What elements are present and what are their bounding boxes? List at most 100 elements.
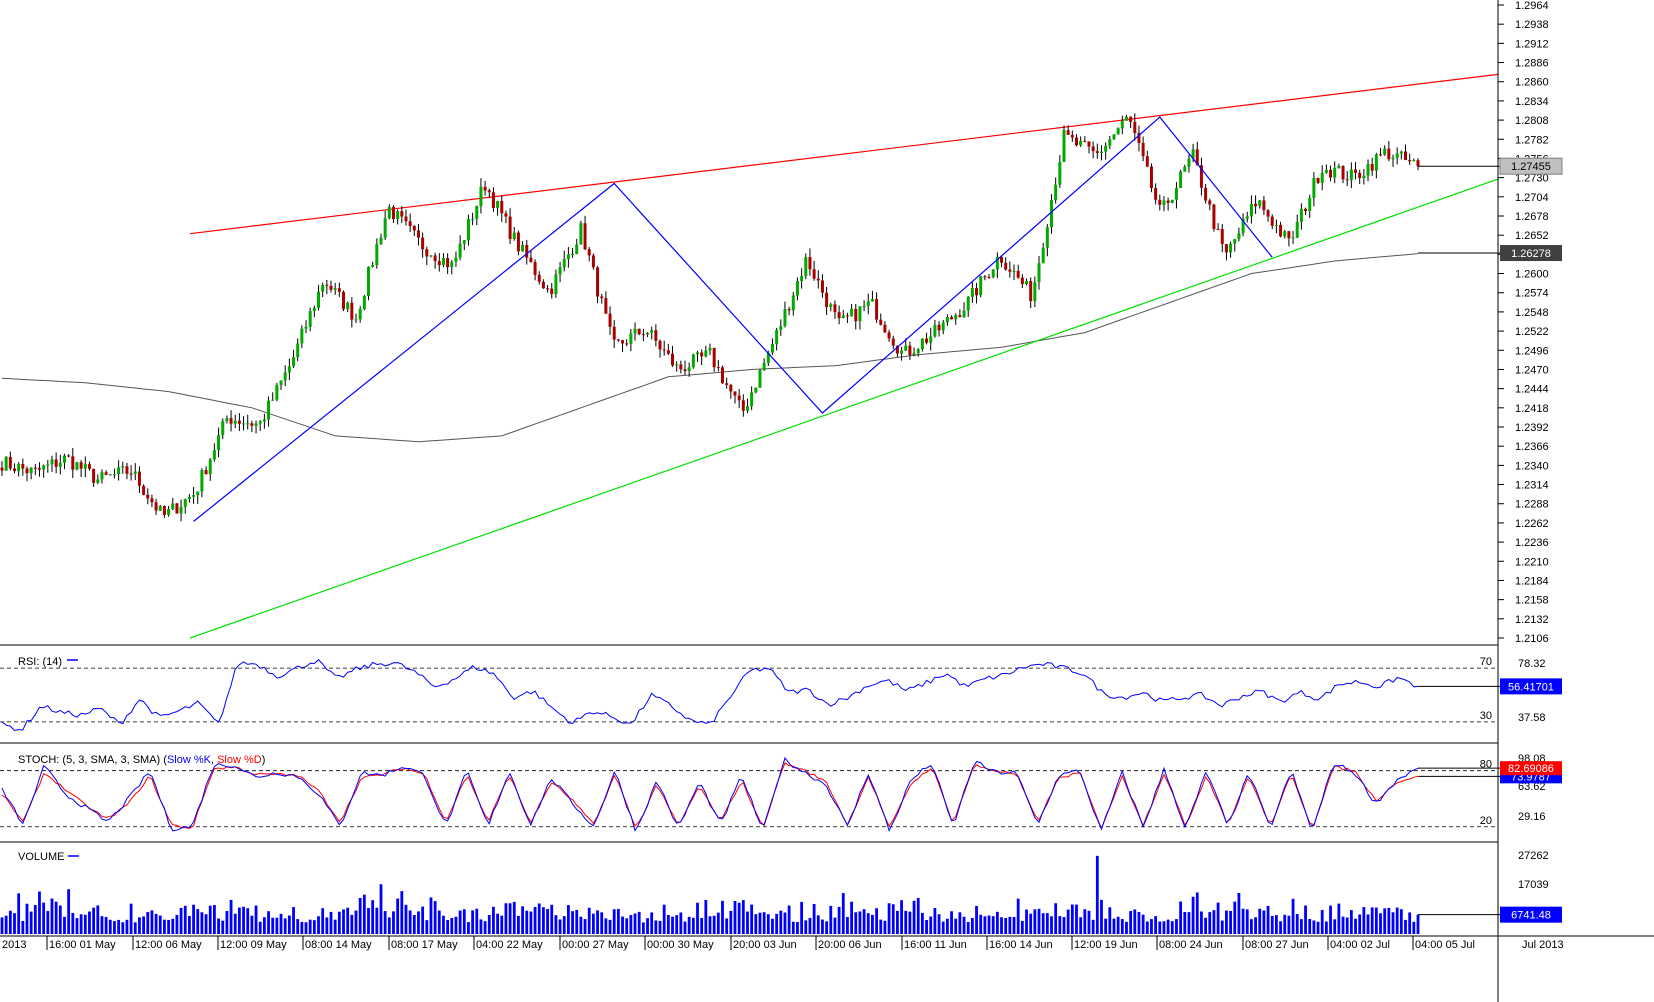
price-tick-label: 1.2678 [1515, 211, 1549, 223]
volume-bar [146, 912, 150, 934]
candle-body [229, 418, 233, 424]
volume-bar [63, 916, 66, 934]
volume-bar [379, 884, 383, 934]
volume-bar [808, 917, 812, 934]
volume-bar [1183, 911, 1187, 934]
candle-body [987, 276, 991, 278]
candle-body [375, 244, 379, 266]
volume-bar [1066, 909, 1070, 934]
volume-bar [1033, 909, 1037, 934]
price-tick-label: 1.2548 [1515, 307, 1549, 319]
volume-bar [83, 914, 87, 934]
volume-bar [333, 919, 337, 934]
candle-body [1162, 200, 1166, 205]
time-tick-label: 08:00 14 May [305, 939, 372, 951]
volume-pane[interactable]: VOLUME 27262 17039 6741.48 [0, 850, 1562, 934]
candle-body [691, 354, 695, 368]
candle-body [0, 467, 4, 471]
volume-bar [875, 908, 878, 934]
candle-body [1224, 244, 1228, 253]
time-tick-label: 12:00 09 May [220, 939, 287, 951]
candle-body [217, 435, 221, 451]
candle-body [1291, 237, 1295, 239]
candle-body [150, 498, 154, 503]
volume-bar [279, 913, 283, 934]
candle-body [1083, 140, 1087, 142]
volume-bar [1125, 921, 1128, 934]
candle-body [33, 467, 37, 469]
candle-body [566, 254, 570, 260]
candle-body [616, 339, 620, 341]
candle-body [1329, 169, 1333, 178]
volume-bar [221, 920, 225, 934]
candle-body [808, 257, 812, 270]
candle-body [371, 265, 375, 267]
volume-bar [492, 906, 495, 934]
volume-bar [1324, 921, 1328, 934]
candle-body [891, 338, 895, 346]
candle-body [1112, 134, 1116, 140]
volume-bar [362, 894, 366, 934]
volume-bar [608, 919, 612, 934]
volume-bar [233, 913, 237, 934]
volume-bar [142, 916, 145, 934]
volume-bar [383, 911, 387, 934]
volume-bar [1045, 913, 1049, 934]
volume-bar [304, 922, 308, 934]
volume-bar [891, 904, 895, 934]
volume-bar [1108, 907, 1112, 934]
stochastic-pane[interactable]: STOCH: (5, 3, SMA, 3, SMA) (Slow %K, Slo… [0, 753, 1562, 832]
price-tick-label: 1.2444 [1515, 384, 1549, 396]
candle-body [725, 383, 729, 385]
volume-bar [425, 920, 429, 934]
candle-body [1104, 145, 1108, 152]
volume-bar [154, 913, 158, 934]
volume-bar [1137, 912, 1141, 934]
volume-bar [129, 903, 133, 934]
volume-bar [171, 918, 175, 934]
volume-bar [175, 914, 179, 934]
stoch-axis-tick-bottom: 29.16 [1518, 811, 1546, 823]
time-tick-label: 00:00 27 May [562, 939, 629, 951]
volume-bar [54, 901, 58, 934]
volume-bar [975, 905, 978, 934]
volume-bar [937, 914, 941, 934]
volume-bar [121, 922, 125, 934]
volume-bar [21, 921, 25, 934]
candle-body [108, 474, 112, 476]
candle-body [167, 508, 171, 515]
volume-bar [1041, 913, 1045, 934]
candle-body [704, 350, 708, 357]
volume-bar [375, 907, 379, 934]
candle-body [437, 261, 441, 266]
volume-bar [346, 907, 350, 934]
volume-bar [662, 904, 666, 934]
volume-bar [92, 907, 96, 934]
candle-body [795, 281, 799, 296]
volume-bar [879, 919, 883, 934]
stoch-title-separator: , [211, 754, 217, 766]
volume-bar [296, 919, 300, 934]
volume-bar [1004, 917, 1008, 934]
candle-body [350, 302, 354, 320]
volume-bar [987, 915, 991, 934]
rsi-pane[interactable]: RSI: (14) 70 30 78.32 37.58 56.41701 [0, 656, 1562, 732]
volume-bar [1220, 920, 1224, 934]
volume-bar [446, 920, 450, 934]
volume-bar [358, 897, 362, 934]
volume-bar [1254, 917, 1257, 934]
price-tick-label: 1.2964 [1515, 0, 1549, 12]
volume-bar [287, 915, 291, 934]
volume-bar [1150, 919, 1153, 934]
volume-bar [700, 917, 704, 934]
candle-body [654, 330, 658, 341]
candle-body [1245, 216, 1249, 219]
volume-bar [1083, 909, 1087, 934]
candle-body [58, 462, 62, 467]
price-tick-label: 1.2158 [1515, 595, 1549, 607]
candle-body [1366, 164, 1370, 176]
price-pane[interactable]: 1.2964 1.2938 1.2912 1.2886 1.2860 1.2834 1.28… [0, 0, 1563, 645]
volume-bar [262, 917, 266, 934]
volume-bar [1412, 921, 1416, 934]
